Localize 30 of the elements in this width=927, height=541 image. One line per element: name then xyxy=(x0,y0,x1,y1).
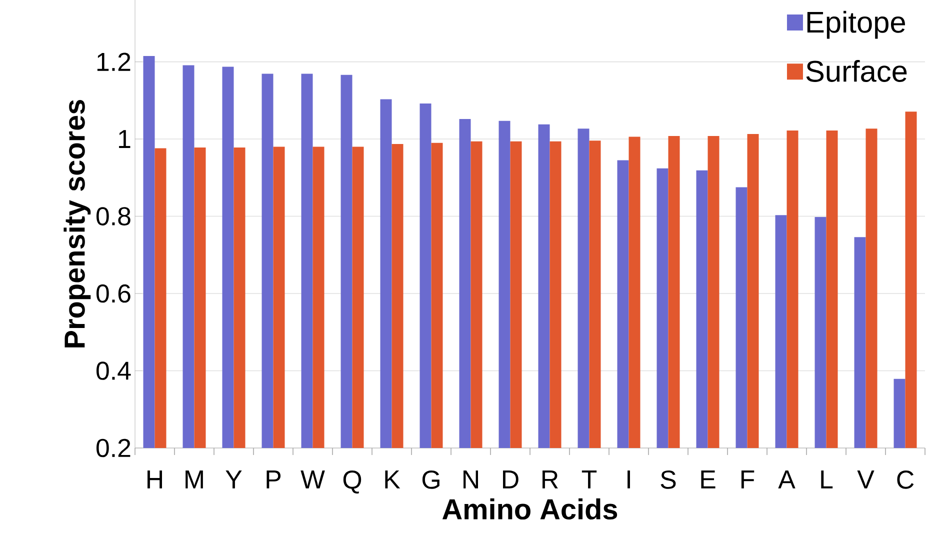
x-tick-label: N xyxy=(464,470,478,488)
x-tick-label: Q xyxy=(343,470,362,494)
x-tick-label: D xyxy=(503,470,518,488)
x-tick-label: Y xyxy=(226,470,242,488)
x-tick-label: I xyxy=(628,470,630,488)
x-tick-label: H xyxy=(148,470,162,488)
x-tick-label: W xyxy=(300,470,325,488)
y-tick-label: 1 xyxy=(119,130,130,148)
x-tick-label: F xyxy=(741,470,754,488)
x-tick-label: K xyxy=(385,470,400,488)
x-tick-label: S xyxy=(660,470,676,489)
y-axis-title: Propensity scores xyxy=(64,100,91,348)
legend-label: Epitope xyxy=(807,10,906,39)
x-tick-label: T xyxy=(582,470,597,488)
y-tick-label: 0.8 xyxy=(96,207,130,226)
x-tick-label: P xyxy=(266,470,281,488)
x-tick-label: R xyxy=(542,470,558,488)
x-tick-label: C xyxy=(897,470,914,489)
y-tick-label: 0.2 xyxy=(96,438,130,458)
x-axis-title: Amino Acids xyxy=(442,498,618,520)
x-tick-label: L xyxy=(821,470,833,488)
x-tick-label: V xyxy=(857,470,874,488)
x-tick-label: G xyxy=(422,470,440,489)
x-tick-label: A xyxy=(778,470,796,488)
x-tick-label: E xyxy=(701,470,716,488)
y-tick-label: 0.6 xyxy=(96,284,130,303)
y-tick-label: 1.2 xyxy=(97,52,130,71)
legend-label: Surface xyxy=(806,60,907,82)
y-tick-label: 0.4 xyxy=(96,362,131,380)
x-tick-label: M xyxy=(186,470,203,488)
